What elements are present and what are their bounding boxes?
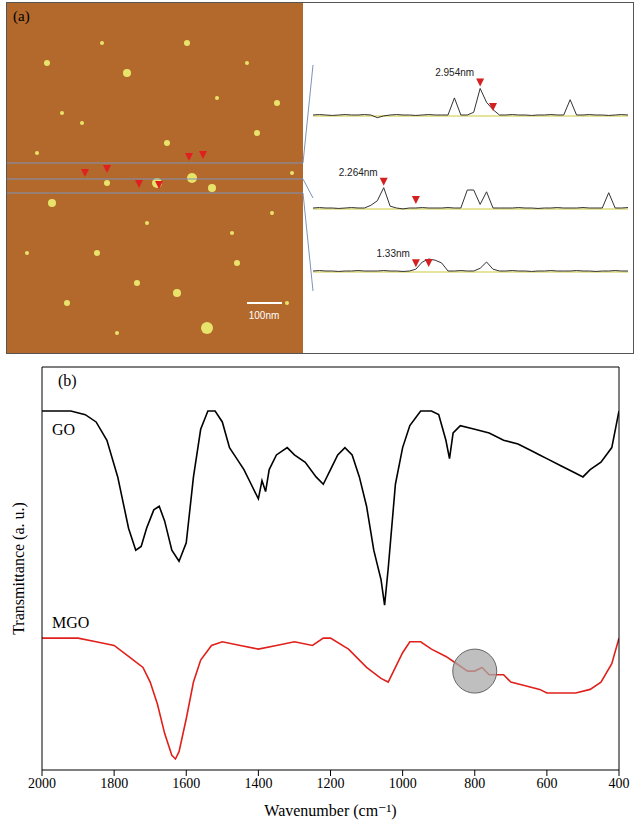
html-text:(b): (b)	[58, 372, 77, 389]
svg-text:2000: 2000	[28, 776, 56, 791]
svg-text:1000: 1000	[389, 776, 417, 791]
svg-text:2.954nm: 2.954nm	[435, 67, 474, 78]
svg-text:MGO: MGO	[52, 614, 89, 631]
svg-text:1.33nm: 1.33nm	[376, 248, 409, 259]
svg-text:1400: 1400	[244, 776, 272, 791]
svg-text:1200: 1200	[317, 776, 345, 791]
svg-text:Wavenumber (cm⁻¹): Wavenumber (cm⁻¹)	[264, 802, 396, 820]
svg-text:800: 800	[464, 776, 485, 791]
svg-text:1800: 1800	[100, 776, 128, 791]
svg-text:Transmittance (a. u.): Transmittance (a. u.)	[10, 502, 28, 635]
svg-text:600: 600	[536, 776, 557, 791]
svg-text:1600: 1600	[172, 776, 200, 791]
svg-text:2.264nm: 2.264nm	[339, 167, 378, 178]
svg-text:GO: GO	[52, 421, 75, 438]
svg-text:(a): (a)	[13, 8, 30, 25]
svg-text:100nm: 100nm	[249, 310, 280, 321]
svg-text:400: 400	[609, 776, 630, 791]
